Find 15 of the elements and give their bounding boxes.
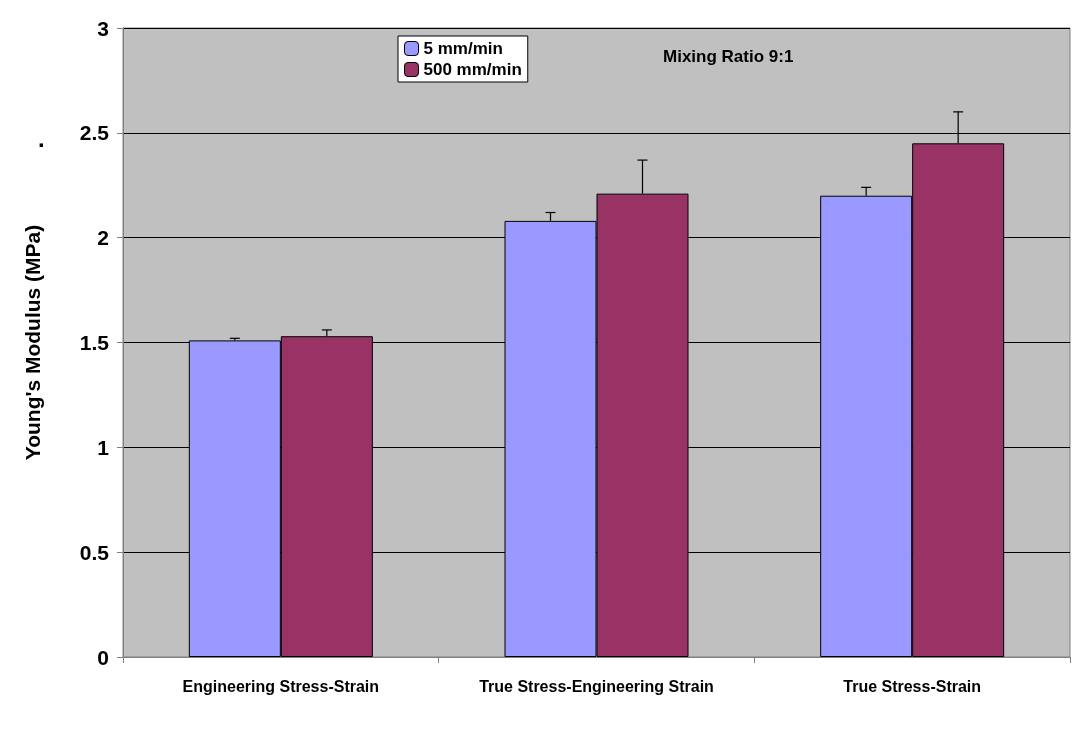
y-tick-label: 3 xyxy=(97,16,109,40)
y-axis-title: Young's Modulus (MPa) xyxy=(21,224,44,461)
y-tick-label: 2.5 xyxy=(79,121,110,145)
y-tick-label: 0 xyxy=(97,645,109,669)
legend-label: 5 mm/min xyxy=(423,39,503,58)
y-tick-label: 1.5 xyxy=(79,331,110,354)
legend-label: 500 mm/min xyxy=(423,60,522,79)
x-tick-label: True Stress-Strain xyxy=(843,677,982,695)
y-tick-label: 1 xyxy=(97,435,110,459)
y-tick-label: 0.5 xyxy=(79,540,110,564)
annotation: Mixing Ratio 9:1 xyxy=(663,47,794,66)
text: . xyxy=(38,124,45,152)
y-tick-label: 2 xyxy=(97,226,109,250)
x-tick-label: Engineering Stress-Strain xyxy=(182,677,380,695)
x-tick-label: True Stress-Engineering Strain xyxy=(479,677,714,695)
